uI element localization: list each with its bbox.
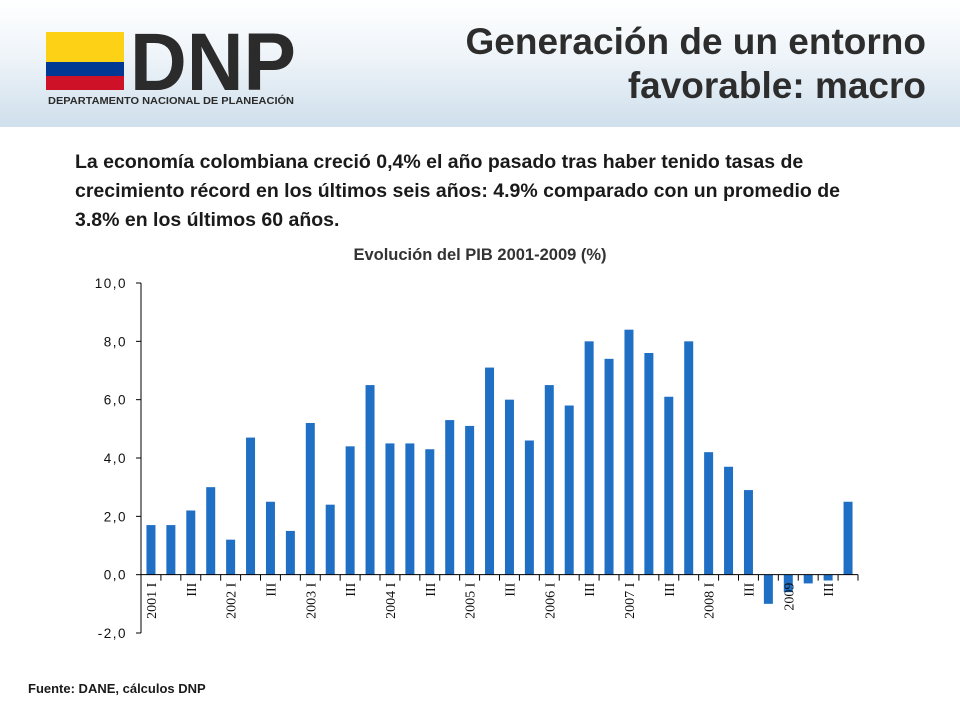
bar — [186, 510, 196, 575]
bar — [445, 420, 455, 575]
page-title-line2: favorable: macro — [627, 65, 926, 106]
colombia-flag-icon — [46, 32, 124, 90]
x-tick-label: 2002 I — [225, 582, 240, 619]
logo-subtitle: DEPARTAMENTO NACIONAL DE PLANEACIÓN — [48, 94, 294, 107]
x-tick-label: 2004 I — [384, 582, 399, 619]
x-tick-label: 2008 I — [703, 582, 718, 619]
bar — [166, 525, 176, 575]
bar — [803, 574, 813, 584]
bar — [425, 449, 435, 575]
y-tick-label: 10,0 — [95, 276, 127, 291]
page-title: Generación de un entorno favorable: macr… — [406, 20, 927, 108]
y-tick-label: 0,0 — [104, 568, 127, 583]
bar — [485, 367, 495, 575]
y-tick-label: 6,0 — [104, 393, 127, 408]
bar — [226, 539, 236, 575]
bar — [544, 385, 554, 575]
bar — [724, 466, 734, 575]
x-tick-label: III — [264, 582, 279, 596]
x-tick-label: 2001 I — [145, 582, 160, 619]
x-tick-label: 2003 I — [304, 582, 319, 619]
bar — [405, 443, 415, 575]
x-tick-label: III — [583, 582, 598, 596]
x-tick-label: 2006 I — [543, 582, 558, 619]
bar — [504, 399, 514, 575]
bar — [624, 329, 634, 575]
x-tick-label: III — [663, 582, 678, 596]
bar — [345, 446, 355, 575]
bar — [684, 341, 694, 575]
chart-title: Evolución del PIB 2001-2009 (%) — [353, 246, 607, 264]
bar — [246, 437, 256, 575]
x-tick-label: III — [185, 582, 200, 596]
x-tick-label: III — [742, 582, 757, 596]
bar — [584, 341, 594, 575]
x-tick-label: 2009 — [782, 583, 797, 611]
bar — [465, 425, 475, 575]
x-tick-label: III — [822, 582, 837, 596]
bar — [823, 574, 833, 581]
y-tick-label: -2,0 — [98, 626, 127, 641]
y-tick-label: 8,0 — [104, 334, 127, 349]
bar — [843, 501, 853, 575]
bar — [146, 525, 156, 575]
x-tick-label: 2005 I — [464, 582, 479, 619]
bar — [704, 452, 714, 575]
bar — [524, 440, 534, 575]
intro-paragraph: La economía colombiana creció 0,4% el añ… — [75, 151, 841, 231]
bar — [305, 423, 315, 575]
bar — [206, 487, 216, 575]
x-tick-label: III — [424, 582, 439, 596]
bar — [783, 574, 793, 593]
header-band: DNP DEPARTAMENTO NACIONAL DE PLANEACIÓN … — [0, 0, 960, 127]
x-tick-label: III — [503, 582, 518, 596]
x-tick-label: 2007 I — [623, 582, 638, 619]
bar — [564, 405, 574, 575]
y-tick-label: 2,0 — [104, 509, 127, 524]
bar — [325, 504, 335, 575]
y-tick-label: 4,0 — [104, 451, 127, 466]
source-note: Fuente: DANE, cálculos DNP — [28, 681, 206, 696]
dnp-logo: DNP DEPARTAMENTO NACIONAL DE PLANEACIÓN — [46, 18, 296, 108]
bar — [743, 490, 753, 575]
bar — [604, 358, 614, 575]
bar — [644, 353, 654, 575]
bar — [763, 574, 773, 604]
bar — [664, 396, 674, 575]
page-title-line1: Generación de un entorno — [465, 21, 927, 62]
x-tick-label: III — [344, 582, 359, 596]
bar — [365, 385, 375, 575]
bar — [285, 530, 295, 575]
bar — [265, 501, 275, 575]
logo-wordmark: DNP — [130, 18, 296, 108]
bar — [385, 443, 395, 575]
